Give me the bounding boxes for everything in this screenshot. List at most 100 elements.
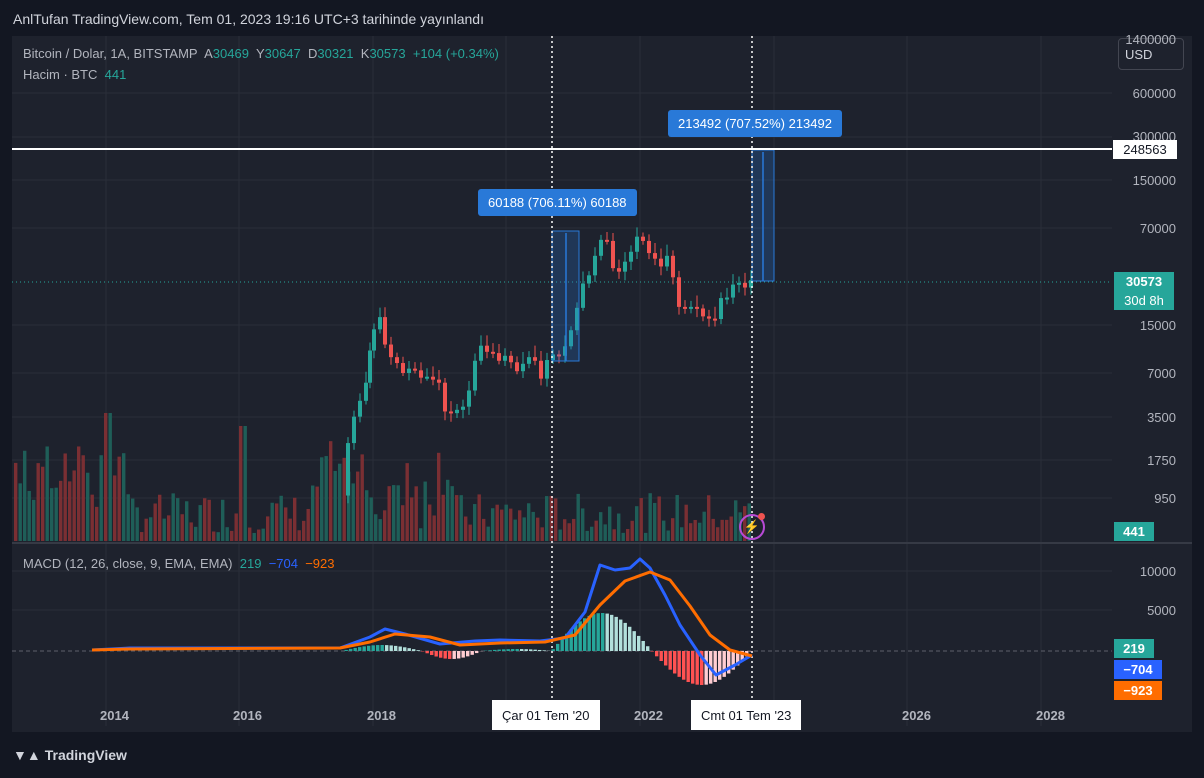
volume-bar: [536, 517, 540, 541]
candle-body: [743, 282, 747, 288]
x-axis-label: 2018: [367, 708, 396, 723]
macd-histogram-bar: [673, 651, 677, 674]
volume-bar: [716, 527, 720, 541]
symbol-legend[interactable]: Bitcoin / Dolar, 1A, BITSTAMP A30469 Y30…: [23, 46, 499, 61]
volume-bar: [711, 518, 715, 541]
macd-histogram-bar: [407, 648, 411, 651]
candle-body: [671, 255, 675, 278]
volume-bar: [437, 452, 441, 541]
change-value: +104 (+0.34%): [412, 46, 499, 61]
macd-legend[interactable]: MACD (12, 26, close, 9, EMA, EMA) 219 −7…: [23, 556, 335, 571]
macd-histogram-bar: [430, 651, 434, 655]
macd-histogram-bar: [533, 649, 537, 651]
volume-bar: [41, 466, 45, 541]
candle-body: [372, 329, 376, 351]
volume-bar: [621, 532, 625, 541]
candle-body: [473, 360, 477, 391]
measure-label-2023[interactable]: 213492 (707.52%) 213492: [668, 110, 842, 137]
volume-bar: [725, 519, 729, 541]
volume-bar: [594, 520, 598, 541]
macd-histogram-bar: [394, 645, 398, 651]
volume-bar: [378, 519, 382, 541]
candle-body: [378, 317, 382, 330]
volume-bar: [639, 498, 643, 541]
symbol-name: Bitcoin / Dolar, 1A, BITSTAMP: [23, 46, 198, 61]
volume-bar: [500, 509, 504, 541]
macd-histogram-bar: [749, 651, 753, 652]
candle-body: [581, 283, 585, 308]
volume-bar: [270, 502, 274, 541]
candle-body: [641, 236, 645, 241]
macd-histogram-bar: [556, 643, 560, 651]
macd-histogram-bar: [511, 649, 515, 651]
candle-body: [749, 280, 753, 288]
volume-bar: [99, 455, 103, 541]
macd-histogram-bar: [362, 646, 366, 651]
macd-histogram-bar: [376, 645, 380, 651]
candle-body: [575, 307, 579, 331]
macd-histogram-bar: [718, 651, 722, 680]
macd-axis-label: 5000: [1147, 603, 1176, 618]
candle-body: [395, 357, 399, 364]
candle-body: [497, 353, 501, 361]
low-value: 30321: [317, 46, 354, 61]
volume-bar: [720, 519, 724, 541]
price-label: 1750: [1147, 453, 1176, 468]
volume-bar: [684, 504, 688, 541]
macd-histogram-bar: [592, 614, 596, 651]
currency-button[interactable]: USD: [1118, 38, 1184, 70]
volume-bar: [50, 488, 54, 541]
macd-histogram-bar: [538, 649, 542, 651]
macd-hist-tag: 219: [1114, 639, 1154, 658]
volume-bar: [374, 514, 378, 541]
volume-bar: [279, 495, 283, 541]
macd-histogram-bar: [677, 651, 681, 677]
volume-bar: [257, 529, 261, 541]
macd-hist-value: 219: [239, 556, 262, 571]
volume-bar: [689, 523, 693, 541]
volume-legend[interactable]: Hacim · BTC 441: [23, 67, 126, 82]
volume-bar: [239, 426, 243, 541]
candle-body: [599, 239, 603, 256]
macd-histogram-bar: [542, 650, 546, 651]
candle-body: [413, 368, 417, 371]
high-key: Y: [255, 46, 265, 61]
candle-body: [389, 344, 393, 358]
macd-histogram-bar: [686, 651, 690, 682]
volume-bar: [441, 494, 445, 541]
volume-bar: [432, 515, 436, 541]
candle-body: [401, 363, 405, 373]
candle-body: [563, 346, 567, 356]
volume-bar: [653, 502, 657, 541]
macd-histogram-bar: [371, 645, 375, 651]
volume-bar: [252, 532, 256, 541]
open-key: A: [204, 46, 213, 61]
chart-area[interactable]: [12, 36, 1192, 732]
volume-bar: [459, 495, 463, 541]
volume-bar: [617, 513, 621, 541]
chart-canvas[interactable]: [12, 36, 1192, 732]
macd-histogram-bar: [353, 647, 357, 651]
macd-histogram-bar: [691, 651, 695, 684]
volume-bar: [320, 457, 324, 541]
volume-bar: [23, 450, 27, 541]
last-price-tag[interactable]: 30573: [1114, 272, 1174, 291]
macd-histogram-bar: [502, 649, 506, 651]
volume-bar: [356, 471, 360, 541]
macd-histogram-bar: [650, 651, 654, 652]
macd-histogram-bar: [488, 650, 492, 651]
macd-histogram-bar: [632, 631, 636, 651]
close-key: K: [360, 46, 370, 61]
lightning-icon[interactable]: ⚡: [739, 514, 765, 540]
candle-body: [479, 345, 483, 361]
line-price-tag[interactable]: 248563: [1113, 140, 1177, 159]
measure-label-2020[interactable]: 60188 (706.11%) 60188: [478, 189, 637, 216]
volume-bar: [203, 498, 207, 541]
volume-label: Hacim · BTC: [23, 67, 98, 82]
volume-bar: [302, 520, 306, 541]
candle-body: [437, 379, 441, 383]
volume-bar: [230, 530, 234, 541]
macd-histogram-bar: [403, 647, 407, 651]
macd-histogram-bar: [466, 651, 470, 657]
tradingview-brand[interactable]: ▼▲ TradingView: [13, 747, 127, 763]
